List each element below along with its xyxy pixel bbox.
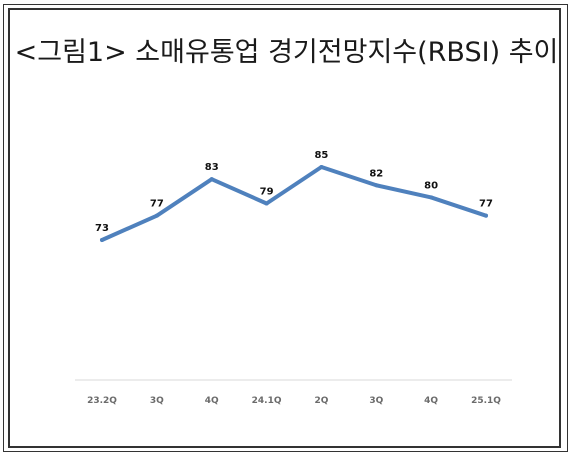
series-line [100, 165, 488, 242]
x-tick-label: 4Q [205, 396, 219, 406]
x-tick-label: 23.2Q [87, 396, 117, 406]
data-label: 77 [150, 199, 164, 210]
series-group [100, 165, 488, 242]
data-label: 82 [369, 168, 383, 179]
data-point [209, 177, 214, 182]
data-point [484, 213, 488, 218]
data-label: 83 [205, 162, 219, 173]
data-label: 80 [424, 180, 438, 191]
data-point [374, 183, 379, 188]
data-point [154, 213, 159, 218]
inner-border [8, 8, 561, 448]
x-tick-label: 24.1Q [252, 396, 282, 406]
data-point [429, 195, 434, 200]
x-tick-label: 25.1Q [471, 396, 501, 406]
x-tick-label: 3Q [150, 396, 164, 406]
x-tick-group: 23.2Q 3Q 4Q 24.1Q 2Q 3Q 4Q 25.1Q [87, 396, 501, 406]
outer-border [3, 4, 568, 452]
data-point [264, 201, 269, 206]
data-point [319, 165, 324, 169]
data-label: 73 [95, 223, 109, 234]
data-point [100, 238, 104, 242]
x-tick-label: 4Q [424, 396, 438, 406]
data-label-group: 73 77 83 79 85 82 80 77 [95, 150, 493, 234]
chart-title: <그림1> 소매유통업 경기전망지수(RBSI) 추이 [14, 37, 559, 68]
data-label: 79 [260, 187, 274, 198]
data-label: 85 [314, 150, 328, 161]
x-tick-label: 2Q [314, 396, 328, 406]
data-label: 77 [479, 199, 493, 210]
x-tick-label: 3Q [369, 396, 383, 406]
